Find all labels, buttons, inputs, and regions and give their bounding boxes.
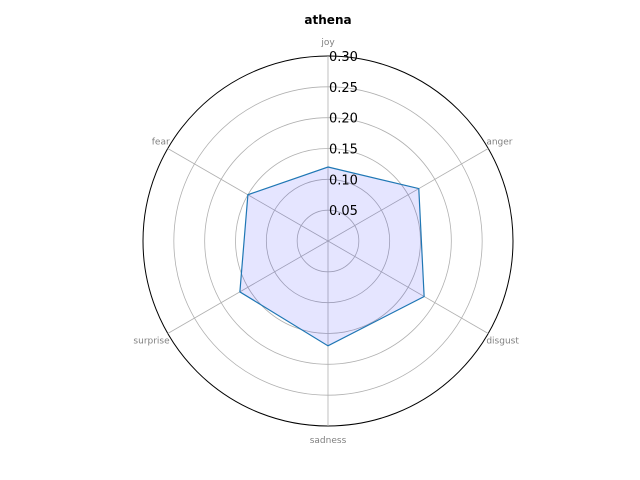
- category-label-surprise: surprise: [133, 337, 170, 347]
- spoke-surprise: [167, 240, 329, 334]
- r-tick-label-0: 0.05: [329, 204, 358, 219]
- category-label-anger: anger: [486, 138, 512, 148]
- r-tick-label-1: 0.10: [329, 173, 358, 188]
- spoke-disgust: [327, 240, 489, 334]
- r-tick-label-5: 0.30: [329, 50, 358, 65]
- category-labels: joy anger disgust sadness surprise fear: [133, 38, 519, 446]
- chart-title: athena: [304, 13, 351, 27]
- r-tick-label-4: 0.25: [329, 81, 358, 96]
- r-tick-label-2: 0.15: [329, 143, 358, 158]
- category-label-sadness: sadness: [310, 436, 347, 446]
- r-tick-label-3: 0.20: [329, 112, 358, 127]
- category-label-fear: fear: [152, 138, 170, 148]
- spoke-anger: [327, 148, 489, 242]
- series: [239, 166, 425, 347]
- category-label-joy: joy: [320, 38, 335, 48]
- series-fill-0: [239, 167, 425, 346]
- category-label-disgust: disgust: [486, 337, 519, 347]
- radial-tick-labels: 0.05 0.10 0.15 0.20 0.25 0.30: [329, 50, 358, 219]
